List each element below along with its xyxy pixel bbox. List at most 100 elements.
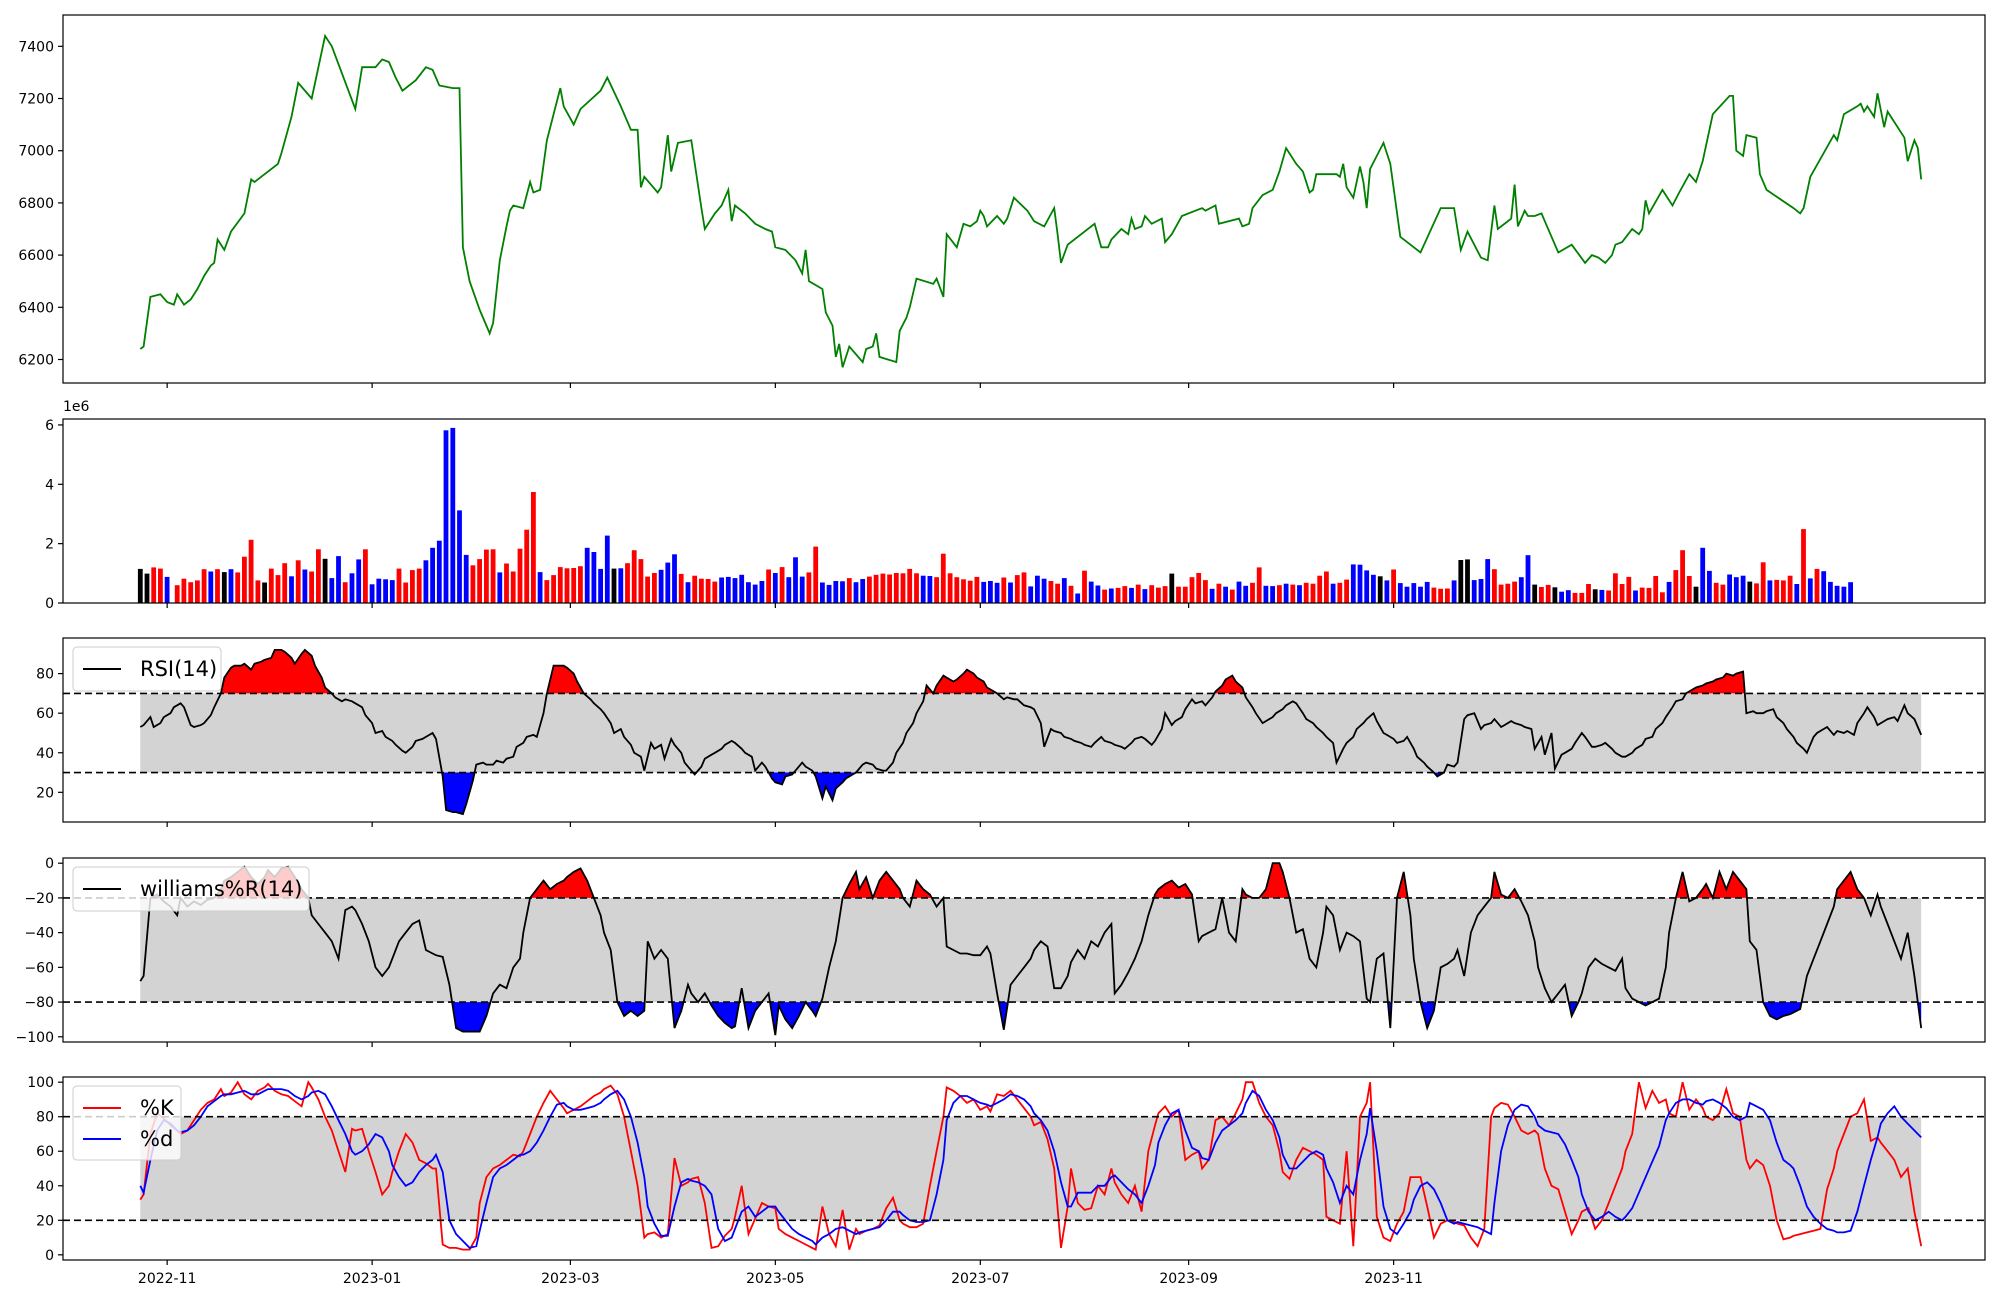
x-tick-label: 2023-05 [746,1271,805,1287]
volume-bar [1767,580,1773,603]
volume-bar [1330,583,1336,603]
volume-bar [1498,584,1504,603]
volume-bar [1539,587,1544,603]
y-tick-label: 20 [36,1213,54,1229]
volume-bar [302,569,308,603]
williams-r-panel: 0 −20 −40 −60 −80 −100 williams%R(14) [16,856,1986,1046]
volume-bar [436,540,442,603]
volume-bar [591,552,597,603]
volume-bar [1418,586,1423,603]
volume-bar [1236,581,1242,603]
volume-bar [1041,578,1047,603]
volume-bar [1404,586,1410,603]
volume-bar [1411,583,1417,603]
volume-bar [1727,574,1732,603]
volume-bar [1337,582,1343,603]
volume-bar [645,576,650,603]
y-tick-label: 100 [27,1075,54,1091]
y-tick-label: 80 [36,1110,54,1126]
volume-bar [1129,587,1134,603]
volume-bar [705,579,711,603]
volume-bar [1095,585,1101,603]
volume-bar [799,576,805,603]
volume-bar [578,566,583,603]
volume-bar [611,568,617,603]
volume-bar [1740,575,1746,603]
volume-bar [1142,589,1148,603]
volume-bar [1807,578,1813,603]
volume-bar [1458,560,1464,603]
volume-bar [658,569,664,603]
volume-bar [1801,529,1806,603]
volume-bar [1297,585,1302,603]
y-tick-label: 2 [45,537,54,553]
overbought-fill [1397,871,1408,898]
volume-bar [1223,586,1228,603]
y-tick-label: 0 [45,856,54,872]
volume-bar [1055,583,1060,603]
volume-bar [164,576,170,603]
volume-bar [1653,576,1659,603]
overbought-fill [1491,871,1508,898]
volume-bar [1397,583,1403,603]
volume-bar [316,549,321,603]
volume-bar [416,568,422,603]
volume-bar [363,549,368,603]
volume-bar [517,548,523,603]
volume-bar [1377,576,1383,603]
volume-bar [685,582,691,603]
volume-bar [571,568,577,603]
y-tick-label: 6200 [18,353,54,369]
rsi-line [139,648,1923,816]
volume-bar [860,579,866,603]
overbought-fill [1507,889,1520,898]
volume-bar [1814,568,1820,603]
volume-bar [900,573,906,603]
volume-bar [1492,569,1497,603]
legend-box [72,866,310,912]
volume-bar [907,568,913,603]
volume-bar [551,575,556,603]
volume-bar [1189,577,1195,603]
volume-bar [1088,581,1094,603]
volume-bar [1438,588,1443,603]
panel-frame [62,1076,1986,1261]
volume-panel: 0 2 4 6 1e6 [45,399,1986,612]
volume-bar [195,580,200,603]
volume-bar [174,585,180,603]
volume-bar [1229,589,1235,603]
volume-bar [524,529,530,603]
volume-bar [1794,584,1800,603]
volume-bar [1263,585,1269,603]
volume-bar [255,580,261,603]
volume-bar [1431,587,1437,603]
volume-bar [631,550,637,603]
oversold-fill [442,772,475,815]
volume-bar [1478,579,1484,603]
volume-bar [853,582,859,603]
volume-bar [282,563,288,603]
volume-bar [1122,586,1128,603]
overbought-fill [546,665,584,694]
volume-bar [840,581,845,603]
volume-bar [1303,582,1309,603]
overbought-fill [1696,884,1713,898]
volume-bar [759,581,765,603]
volume-bar [1787,575,1793,603]
volume-bar [1606,590,1611,603]
volume-bar [712,581,718,603]
volume-bar [746,582,751,603]
volume-bar [228,569,234,603]
volume-bar [1525,555,1531,603]
volume-bar [1001,577,1007,603]
volume-bar [1532,584,1538,603]
oversold-fill [617,1002,645,1016]
volume-bar [1680,550,1685,603]
volume-bar [779,567,785,603]
volume-bar [638,559,644,603]
volume-bar [1102,589,1107,603]
volume-bar [954,577,960,603]
volume-bar [1290,584,1296,603]
volume-bar [295,560,301,603]
